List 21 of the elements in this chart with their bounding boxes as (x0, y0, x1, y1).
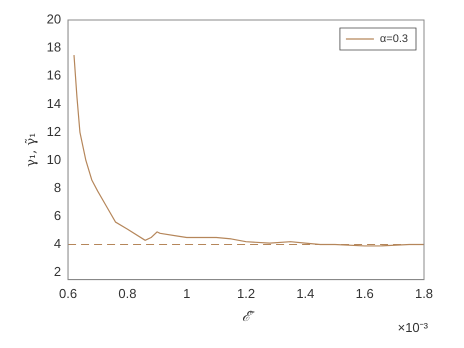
y-tick-label: 20 (46, 12, 62, 27)
x-tick-label: 1.6 (356, 286, 374, 301)
legend-label: α=0.3 (380, 33, 408, 46)
x-tick-label: 0.6 (59, 286, 78, 301)
y-tick-label: 16 (46, 68, 62, 83)
y-tick-label: 2 (54, 264, 62, 280)
text: ×10⁻³ (398, 319, 428, 336)
y-tick-label: 6 (54, 208, 62, 224)
y-tick-label: 10 (46, 152, 62, 167)
x-tick-label: 1 (183, 286, 190, 301)
x-tick-label: 0.8 (118, 286, 136, 301)
x-tick-label: 1.4 (296, 286, 314, 301)
y-tick-label: 18 (46, 40, 62, 55)
x-tick-label: 1.2 (236, 286, 256, 301)
y-tick-label: 4 (54, 236, 62, 252)
y-axis-title: γ₁, γ̃₁ (24, 132, 40, 167)
y-tick-label: 14 (46, 96, 62, 111)
x-axis-title: ℰ̄ (242, 309, 256, 326)
x-tick-label: 1.8 (414, 286, 434, 301)
y-tick-label: 8 (54, 180, 62, 195)
y-tick-label: 12 (46, 124, 62, 139)
